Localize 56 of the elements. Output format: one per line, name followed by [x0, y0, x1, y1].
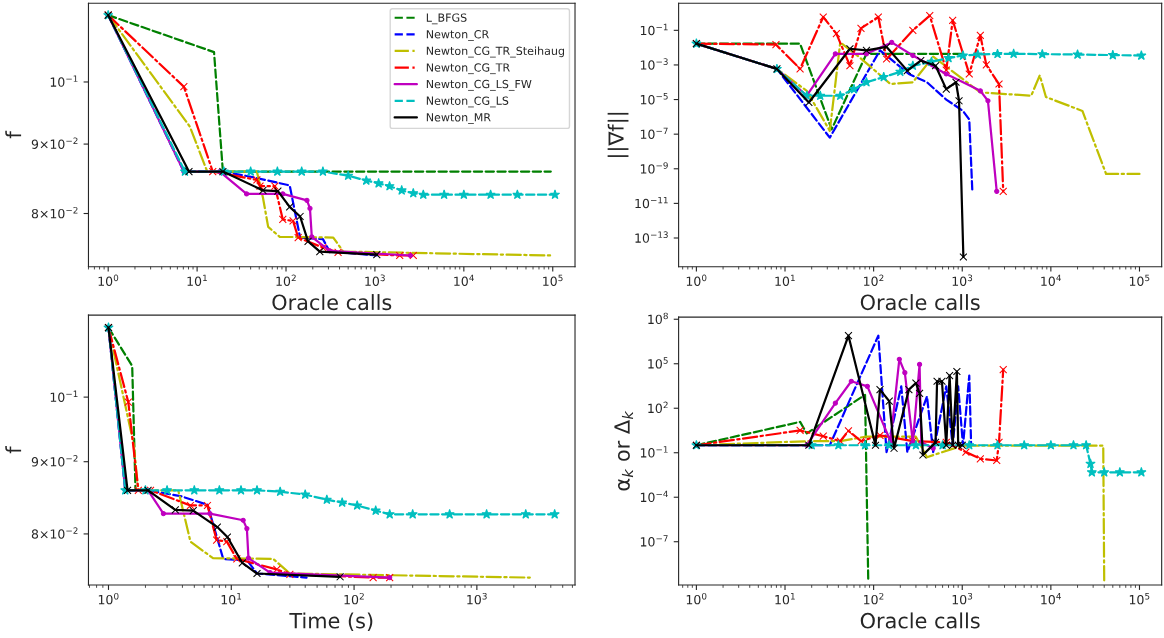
x-tick-label: 10$^{1}$: [775, 274, 795, 286]
y-tick-label: 9×10$^{−2}$: [31, 455, 78, 467]
y-tick-label: 10$^{−3}$: [640, 58, 668, 70]
x-tick-label: 10$^{3}$: [365, 274, 385, 286]
y-tick-label: 10$^{−5}$: [640, 93, 668, 105]
x-axis-title: Oracle calls: [272, 294, 392, 311]
y-tick-label: 10$^{5}$: [648, 357, 668, 369]
y-tick-label: 10$^{−1}$: [640, 23, 668, 36]
x-tick-label: 10$^{4}$: [1041, 593, 1061, 605]
y-axis-title: α$_{k}$ or Δ$_{k}$: [614, 410, 634, 491]
y-tick-label: 10$^{−1}$: [50, 390, 78, 402]
y-tick-label: 10$^{2}$: [648, 401, 668, 414]
x-tick-label: 10$^{2}$: [864, 274, 884, 286]
y-tick-label: 9×10$^{−2}$: [31, 137, 78, 149]
y-tick-label: 8×10$^{−2}$: [31, 206, 78, 219]
legend-label: Newton_CG_TR: [426, 63, 510, 75]
legend-label: Newton_CR: [426, 30, 489, 41]
y-tick-label: 10$^{−1}$: [50, 75, 78, 87]
x-axis-title: Oracle calls: [860, 612, 980, 629]
x-tick-label: 10$^{5}$: [1129, 593, 1150, 605]
x-tick-label: 10$^{2}$: [344, 592, 364, 605]
y-tick-label: 10$^{8}$: [648, 312, 668, 325]
x-axis-title: Time (s): [289, 612, 373, 631]
x-tick-label: 10$^{1}$: [187, 274, 207, 286]
legend-label: Newton_CG_TR_Steihaug: [426, 46, 565, 58]
x-tick-label: 10$^{0}$: [686, 274, 707, 286]
x-tick-label: 10$^{2}$: [864, 592, 884, 605]
x-axis-title: Oracle calls: [860, 294, 980, 311]
y-tick-label: 10$^{−7}$: [640, 535, 668, 547]
x-tick-label: 10$^{2}$: [276, 274, 296, 286]
x-tick-label: 10$^{4}$: [1041, 274, 1061, 286]
x-tick-label: 10$^{3}$: [467, 592, 487, 605]
legend-label: L_BFGS: [426, 13, 467, 25]
x-tick-label: 10$^{1}$: [221, 593, 242, 605]
x-tick-label: 10$^{3}$: [952, 274, 973, 286]
x-tick-label: 10$^{5}$: [543, 274, 563, 286]
y-tick-label: 10$^{−9}$: [640, 162, 668, 174]
x-tick-label: 10$^{4}$: [454, 274, 474, 286]
x-tick-label: 10$^{3}$: [952, 592, 973, 605]
y-axis-title: ||∇f||: [607, 112, 629, 157]
y-tick-label: 10$^{−1}$: [640, 446, 668, 458]
y-tick-label: 10$^{−7}$: [640, 127, 668, 139]
y-axis-title: f: [5, 130, 22, 139]
x-tick-label: 10$^{5}$: [1129, 274, 1150, 286]
x-tick-label: 10$^{0}$: [98, 274, 119, 286]
legend-label: Newton_CG_LS_FW: [426, 79, 532, 91]
legend-label: Newton_MR: [426, 113, 491, 124]
y-tick-label: 8×10$^{−2}$: [31, 527, 78, 539]
y-tick-label: 10$^{−4}$: [640, 490, 668, 503]
legend-label: Newton_CG_LS: [426, 96, 509, 108]
x-tick-label: 10$^{0}$: [686, 592, 707, 605]
x-tick-label: 10$^{0}$: [98, 592, 119, 605]
y-axis-title: f: [5, 446, 22, 454]
y-tick-label: 10$^{−13}$: [635, 231, 668, 243]
x-tick-label: 10$^{1}$: [775, 593, 795, 605]
y-tick-label: 10$^{−11}$: [635, 196, 668, 209]
